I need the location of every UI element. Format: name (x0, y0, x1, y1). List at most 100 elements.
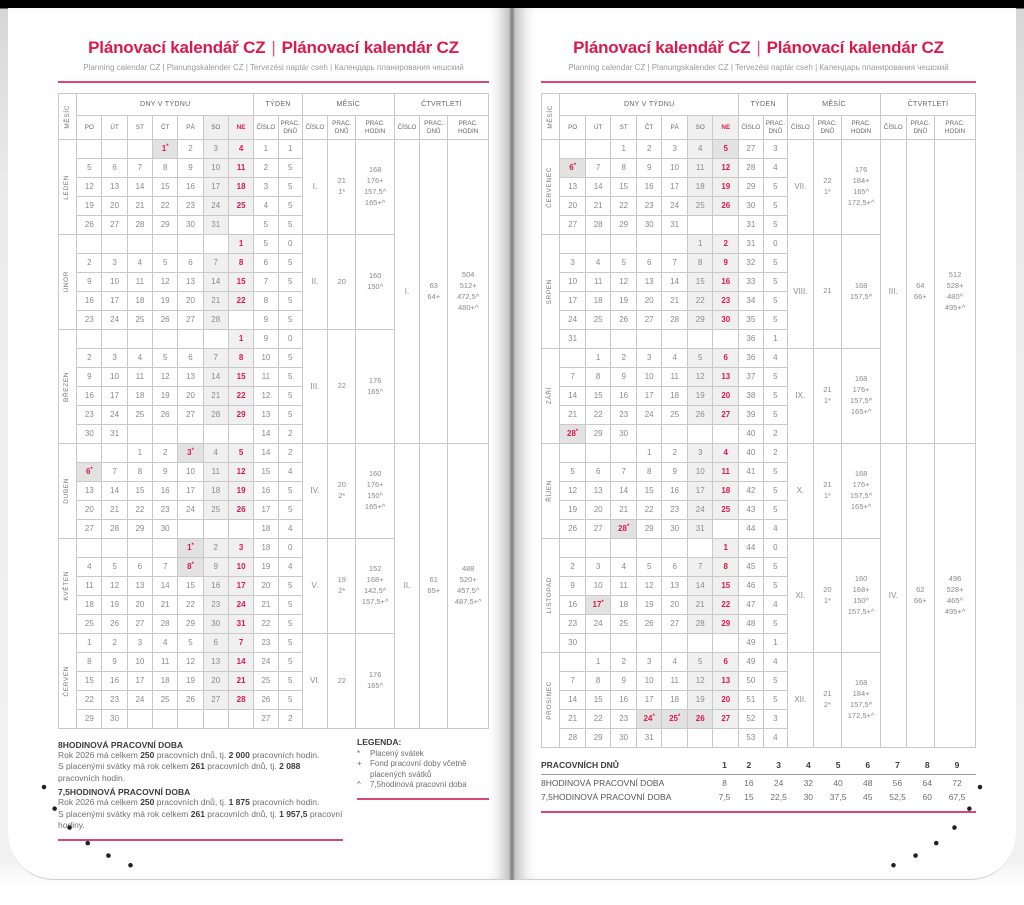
day-cell: 5 (76, 158, 103, 178)
week-row: ČERVEN 1 2 3 4 5 6 7 23 5 VI. 22 176 165^ (57, 633, 489, 729)
day-cell (227, 519, 255, 539)
text-segment: 261 (190, 761, 205, 772)
day-cell: 9 (610, 671, 637, 691)
week-workdays: 5 (277, 671, 303, 691)
day-cell: 17 (101, 386, 128, 406)
value-line: 1* (823, 595, 831, 605)
week-number: 7 (253, 272, 279, 292)
value-line: 157,5+^ (361, 597, 389, 607)
week-number: 11 (253, 367, 279, 387)
day-cell: 26 (76, 215, 103, 235)
day-cell: 3 (635, 348, 663, 368)
page-right: Plánovací kalendář CZ | Plánovací kalendár… (515, 8, 1016, 880)
day-cell: 7 (152, 557, 179, 577)
day-cell: 3 (584, 557, 612, 577)
month-number: VII. (787, 139, 814, 235)
day-cell: 8 (584, 671, 612, 691)
quarter-workdays-header: PRAC. DNŮ (419, 115, 449, 140)
value-line: 176 (368, 375, 382, 385)
week-workdays: 5 (762, 462, 789, 482)
working-days-value: 45 (863, 792, 873, 802)
day-cell: 7 (610, 462, 637, 482)
working-days-row: 8HODINOVÁ PRACOVNÍ DOBA 8 16 24 32 40 48 56 64 72 (541, 775, 976, 790)
day-cell: 25 (126, 405, 154, 425)
day-cell (101, 538, 128, 558)
day-cell: 20 (177, 386, 204, 406)
day-cell: 23 (101, 690, 128, 710)
value-line: 1* (823, 491, 831, 501)
day-cell: 14 (610, 481, 637, 501)
day-cell: 4 (661, 348, 688, 368)
legend-item: ^ 7,5hodinová pracovní doba (357, 780, 489, 790)
day-cell: 29 (712, 614, 740, 634)
day-cell: 11 (126, 272, 154, 292)
value-line: 465^ (947, 595, 964, 605)
quarter-workhours: 488 520+ 457,5^ 487,5+^ (447, 443, 489, 729)
month-name-label: LEDEN (63, 174, 71, 200)
working-days-count: 3 (759, 758, 798, 775)
week-number: 20 (253, 576, 279, 596)
month-workhours: 152 168+ 142,5^ 157,5+^ (355, 538, 395, 634)
value-line: 488 (461, 564, 475, 573)
day-cell (584, 538, 612, 558)
month-workdays: 22 (327, 329, 357, 444)
value-line: 495+^ (944, 606, 966, 616)
title-czech: Plánovací kalendář CZ (88, 38, 266, 57)
day-cell: 28 (227, 690, 255, 710)
working-days-value: 60 (922, 792, 932, 802)
day-cell: 1 (227, 329, 255, 349)
month-workdays: 21 (812, 234, 843, 349)
day-cell: 15 (610, 177, 637, 197)
day-cell: 11 (202, 462, 229, 482)
value-line: 504 (461, 269, 475, 279)
title-separator: | (271, 38, 276, 57)
day-cell (661, 728, 688, 748)
value-line: 157,5^ (849, 491, 873, 501)
day-cell: 6 (126, 557, 154, 577)
day-cell: 24 (686, 500, 714, 520)
day-cell (152, 234, 179, 254)
value-line: 21 (823, 286, 832, 296)
day-header-čt: ČT (635, 115, 663, 140)
month-number: V. (301, 538, 329, 634)
day-header-út: ÚT (584, 115, 612, 140)
working-time-line: Rok 2026 má celkem 250 pracovních dnů, t… (58, 797, 343, 808)
value-line: 1* (823, 396, 831, 406)
week-number: 30 (738, 196, 764, 216)
day-cell: 2 (712, 234, 740, 254)
day-cell: 19 (152, 291, 179, 311)
day-cell: 19 (227, 481, 255, 501)
week-number: 13 (253, 405, 279, 425)
book-spine (509, 8, 515, 880)
day-cell: 1 (584, 652, 612, 672)
paid-holiday-marker: * (575, 429, 579, 435)
working-days-value: 8 (722, 778, 727, 788)
day-cell: 13 (584, 481, 612, 501)
week-number: 36 (738, 348, 764, 368)
value-line: 21 (823, 689, 832, 699)
legend-item: * Placený svátek (357, 749, 489, 759)
day-cell: 12 (635, 576, 663, 596)
day-cell: 30 (635, 215, 663, 235)
day-cell: 2 (76, 348, 103, 368)
week-row: 30 49 1 (542, 633, 976, 653)
value-line: 64 (916, 280, 925, 290)
month-workdays: 21 1* (812, 443, 843, 539)
working-days-value: 48 (863, 778, 873, 788)
day-cell: 12 (227, 462, 255, 482)
week-row: 25 26 27 28 29 30 31 22 5 (59, 614, 489, 634)
days-group-header: DNY V TÝDNU (76, 93, 255, 116)
day-cell: 1 (712, 538, 740, 558)
legend-title: LEGENDA: (357, 737, 402, 747)
week-number: 35 (738, 310, 764, 330)
value-line: 165^ (367, 681, 384, 691)
day-cell: 9 (76, 367, 103, 387)
day-cell: 13 (76, 481, 103, 501)
day-cell: 28 (559, 728, 586, 748)
day-cell: 3 (559, 253, 586, 273)
day-cell (584, 139, 612, 159)
day-cell: 7 (686, 557, 714, 577)
week-row: 12 13 14 15 16 17 18 3 5 (59, 177, 489, 197)
week-row: 28 29 30 31 53 4 (542, 728, 976, 748)
footer-working-time: 8HODINOVÁ PRACOVNÍ DOBA Rok 2026 má celke… (58, 737, 489, 841)
